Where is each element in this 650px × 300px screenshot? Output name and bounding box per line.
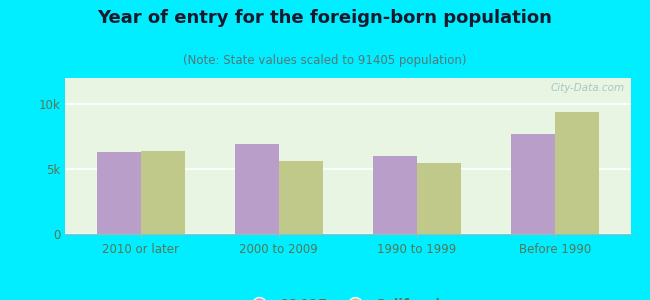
Bar [141,151,185,234]
Bar [97,152,141,234]
Bar [372,156,417,234]
Text: City-Data.com: City-Data.com [551,83,625,93]
Bar [279,161,323,234]
Bar [554,112,599,234]
Text: (Note: State values scaled to 91405 population): (Note: State values scaled to 91405 popu… [183,54,467,67]
Bar [235,144,279,234]
Legend: 91405, California: 91405, California [240,292,456,300]
Bar [510,134,554,234]
Bar [417,163,461,234]
Text: Year of entry for the foreign-born population: Year of entry for the foreign-born popul… [98,9,552,27]
